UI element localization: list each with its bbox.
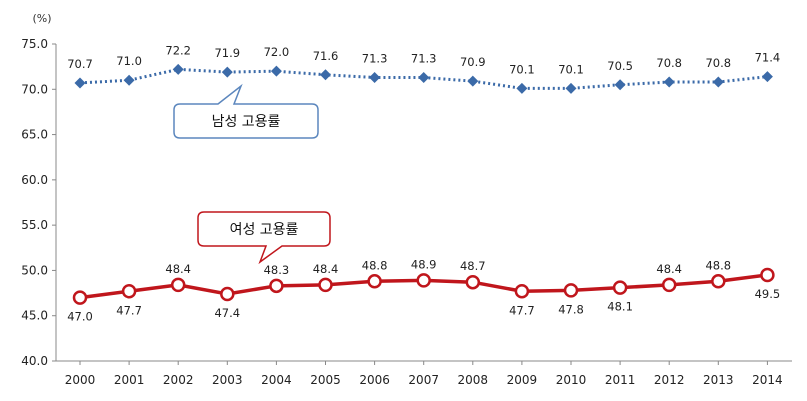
male-data-label: 71.0: [116, 54, 142, 68]
male-data-point: [172, 63, 184, 75]
female-data-point: [711, 274, 726, 289]
male-data-label: 70.8: [656, 56, 682, 70]
female-data-label: 47.4: [214, 306, 240, 320]
y-tick-label: 75.0: [21, 37, 48, 51]
male-data-label: 71.9: [214, 46, 240, 60]
y-axis: 40.0 45.0 50.0 55.0 60.0 65.0 70.0 75.0: [21, 37, 57, 368]
female-data-point: [170, 277, 186, 293]
series-layer: 70.7 71.0 72.2 71.9 72.0 71.6 71.3 71.3 70.9 70.1…: [67, 43, 780, 323]
female-data-point: [318, 277, 333, 293]
female-data-label: 48.4: [313, 262, 339, 276]
y-tick-label: 65.0: [21, 128, 48, 142]
y-tick-label: 60.0: [21, 173, 48, 187]
x-tick-label: 2001: [114, 373, 145, 387]
male-data-point: [270, 65, 282, 77]
male-callout-label: 남성 고용률: [212, 114, 281, 130]
y-tick-label: 70.0: [21, 82, 48, 96]
x-tick-label: 2006: [359, 373, 390, 387]
x-tick-label: 2014: [752, 373, 783, 387]
male-data-label: 70.5: [607, 59, 633, 73]
female-data-label: 47.7: [116, 303, 142, 317]
female-data-label: 49.5: [755, 287, 781, 301]
female-data-point: [563, 283, 579, 298]
male-data-point: [565, 82, 577, 94]
male-data-label: 70.7: [67, 57, 93, 71]
x-tick-label: 2010: [556, 373, 587, 387]
female-data-label: 48.4: [656, 262, 682, 276]
male-data-point: [467, 75, 479, 87]
female-series-callout: 여성 고용률: [197, 211, 331, 265]
female-callout-label: 여성 고용률: [230, 222, 299, 238]
x-axis: 2000 2001 2002 2003 2004 2005 2006 2007 2008 2009…: [56, 360, 792, 387]
female-callout-box: [197, 211, 331, 265]
male-data-point: [663, 76, 675, 88]
female-data-label: 47.0: [67, 310, 93, 324]
male-data-point: [74, 77, 86, 89]
y-tick-label: 50.0: [21, 263, 48, 277]
y-tick-label: 55.0: [21, 218, 48, 232]
x-tick-label: 2002: [163, 373, 194, 387]
female-data-label: 48.9: [411, 257, 437, 271]
female-data-point: [612, 280, 628, 295]
female-data-point: [760, 267, 775, 283]
y-tick-label: 45.0: [21, 309, 48, 323]
female-data-label: 48.1: [607, 300, 633, 314]
male-data-label: 70.1: [558, 62, 584, 76]
female-data-point: [220, 286, 235, 302]
male-data-point: [369, 72, 381, 84]
female-data-label: 48.8: [705, 258, 731, 272]
y-axis-unit-label: (%): [32, 12, 51, 25]
female-data-point: [514, 284, 530, 299]
female-employment-series: 47.0 47.7 48.4 47.4 48.3 48.4 48.8 48.9 48.7 47.7…: [67, 257, 780, 323]
female-data-label: 48.4: [165, 262, 191, 276]
male-data-point: [320, 69, 331, 81]
male-data-point: [712, 76, 724, 88]
male-data-point: [123, 74, 135, 86]
x-tick-label: 2008: [458, 373, 489, 387]
female-data-label: 47.8: [558, 302, 584, 316]
x-tick-label: 2003: [212, 373, 243, 387]
female-data-label: 48.3: [264, 263, 290, 277]
y-tick-label: 40.0: [21, 354, 48, 368]
female-data-point: [661, 277, 677, 293]
female-data-point: [121, 284, 137, 299]
x-tick-label: 2013: [703, 373, 734, 387]
male-data-point: [418, 72, 430, 84]
x-tick-label: 2012: [654, 373, 685, 387]
male-data-point: [761, 71, 773, 83]
female-data-label: 48.8: [362, 258, 388, 272]
male-series-callout: 남성 고용률: [173, 83, 319, 139]
x-tick-label: 2000: [65, 373, 96, 387]
male-data-point: [614, 79, 626, 91]
male-data-point: [221, 66, 233, 78]
male-data-label: 71.3: [362, 52, 388, 66]
female-data-point: [465, 274, 481, 290]
male-data-label: 70.1: [509, 62, 535, 76]
x-tick-label: 2004: [261, 373, 292, 387]
male-data-label: 72.0: [264, 45, 290, 59]
female-data-label: 47.7: [509, 303, 535, 317]
x-tick-label: 2009: [507, 373, 538, 387]
female-data-label: 48.7: [460, 259, 486, 273]
male-data-label: 72.2: [165, 43, 191, 57]
x-tick-label: 2011: [605, 373, 636, 387]
female-data-point: [269, 278, 284, 294]
female-data-point: [416, 273, 431, 288]
male-employment-series: 70.7 71.0 72.2 71.9 72.0 71.6 71.3 71.3 70.9 70.1…: [67, 43, 780, 94]
x-tick-label: 2005: [310, 373, 341, 387]
female-data-point: [367, 274, 382, 289]
male-data-label: 71.4: [755, 51, 781, 65]
male-data-label: 70.8: [705, 56, 731, 70]
male-data-label: 71.3: [411, 52, 437, 66]
x-tick-label: 2007: [408, 373, 439, 387]
male-data-label: 71.6: [313, 49, 339, 63]
male-data-label: 70.9: [460, 55, 486, 69]
female-data-point: [72, 290, 88, 305]
male-data-point: [516, 82, 528, 94]
male-callout-box: [173, 83, 319, 139]
